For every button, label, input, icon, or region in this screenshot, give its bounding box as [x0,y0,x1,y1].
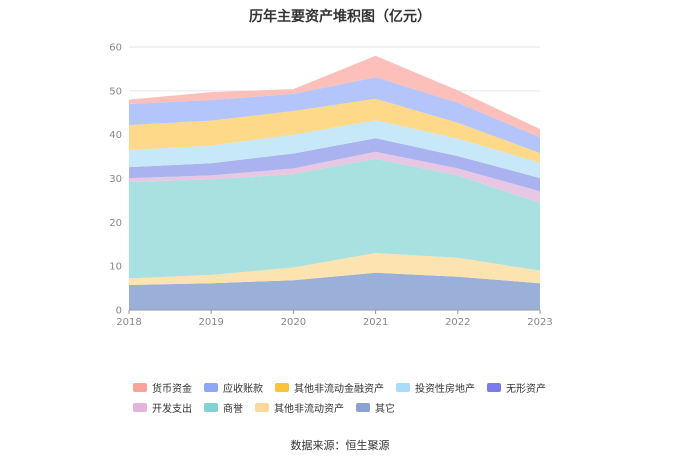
legend-swatch [396,382,410,392]
chart-legend: 货币资金 应收账款 其他非流动金融资产 投资性房地产 无形资产开发支出 商誉 其他非流动资产… [133,377,653,417]
legend-item[interactable]: 无形资产 [487,380,546,395]
area-series [129,272,540,310]
legend-item[interactable]: 商誉 [204,400,243,415]
legend-label: 货币资金 [152,383,192,395]
area-series [129,158,540,279]
y-tick-label: 0 [116,306,122,317]
x-tick-label: 2019 [198,317,223,328]
legend-swatch [487,382,501,392]
legend-label: 商誉 [223,403,243,415]
legend-swatch [275,382,289,392]
data-source: 数据来源：恒生聚源 [290,439,390,452]
legend-item[interactable]: 其他非流动资产 [255,400,344,415]
legend-swatch [133,402,147,412]
legend-item[interactable]: 货币资金 [133,380,192,395]
area-series [129,253,540,285]
area-series [129,138,540,192]
legend-label: 投资性房地产 [415,383,475,395]
legend-swatch [356,402,370,412]
legend-swatch [204,402,218,412]
x-tick-label: 2020 [281,317,306,328]
y-tick-label: 10 [109,262,122,273]
x-tick-label: 2023 [527,317,552,328]
area-series [129,77,540,154]
y-tick-label: 50 [109,86,122,97]
y-tick-label: 30 [109,174,122,185]
area-series [129,151,540,203]
legend-label: 其他非流动资产 [274,403,344,415]
legend-item[interactable]: 投资性房地产 [396,380,475,395]
legend-swatch [255,402,269,412]
legend-row: 货币资金 应收账款 其他非流动金融资产 投资性房地产 无形资产 [133,377,653,397]
legend-label: 无形资产 [506,383,546,395]
legend-item[interactable]: 其他非流动金融资产 [275,380,384,395]
legend-item[interactable]: 开发支出 [133,400,192,415]
legend-label: 应收账款 [223,383,263,395]
legend-swatch [204,382,218,392]
x-tick-label: 2018 [116,317,141,328]
legend-label: 其它 [375,403,395,415]
area-series [129,120,540,179]
area-series [129,98,540,163]
legend-item[interactable]: 应收账款 [204,380,263,395]
area-series [129,55,540,138]
y-tick-label: 20 [109,218,122,229]
legend-label: 其他非流动金融资产 [294,383,384,395]
y-tick-label: 40 [109,130,122,141]
x-tick-label: 2022 [445,317,470,328]
x-tick-label: 2021 [363,317,388,328]
chart-title: 历年主要资产堆积图（亿元） [249,9,431,25]
legend-item[interactable]: 其它 [356,400,395,415]
legend-swatch [133,382,147,392]
legend-row: 开发支出 商誉 其他非流动资产 其它 [133,397,653,417]
legend-label: 开发支出 [152,403,192,415]
y-tick-label: 60 [109,43,122,54]
